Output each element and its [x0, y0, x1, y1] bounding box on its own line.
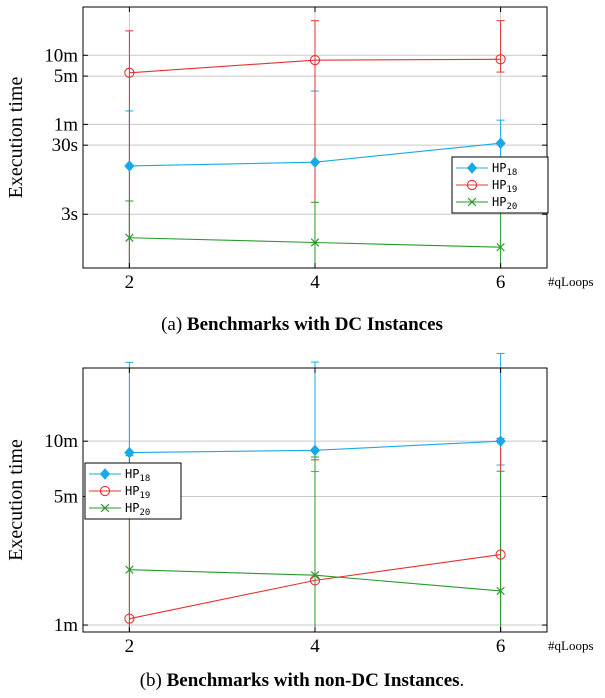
legend-marker-hp20 — [467, 197, 477, 207]
marker-hp19 — [124, 613, 135, 624]
legend-label-hp18: HP18 — [125, 467, 150, 484]
marker-hp19 — [495, 549, 506, 560]
y-tick-label: 30s — [52, 135, 78, 156]
marker-hp18 — [124, 446, 135, 459]
chart-b-error-bars — [125, 352, 505, 632]
marker-hp20 — [496, 242, 505, 252]
y-tick-label: 3s — [61, 204, 78, 225]
legend-label-hp18: HP18 — [492, 161, 517, 178]
legend-label-hp19: HP19 — [125, 484, 150, 501]
marker-hp20 — [310, 238, 320, 247]
x-tick-label: 4 — [310, 272, 320, 293]
caption-a: (a) Benchmarks with DC Instances — [161, 314, 443, 335]
chart-b-x-axis-label: #qLoops — [548, 638, 594, 653]
x-tick-label: 4 — [310, 636, 320, 657]
y-tick-label: 1m — [54, 114, 79, 135]
caption-b-title: Benchmarks with non-DC Instances — [167, 670, 460, 691]
marker-hp19 — [495, 54, 506, 65]
legend-marker-hp19 — [466, 179, 478, 191]
legend-label-hp19: HP19 — [492, 178, 517, 195]
legend-marker-hp20 — [100, 503, 110, 513]
legend-label-subscript: 20 — [139, 508, 150, 518]
series-line-hp19 — [129, 554, 501, 620]
marker-hp20 — [125, 233, 134, 242]
legend-label-hp20: HP20 — [492, 195, 517, 212]
legend-label-base: HP — [492, 195, 506, 209]
marker-hp20 — [125, 565, 134, 574]
x-tick-label: 6 — [496, 636, 506, 657]
chart-b-markers — [124, 435, 506, 624]
legend-marker-hp18 — [99, 468, 111, 480]
series-line-hp19 — [129, 58, 501, 74]
legend-label-subscript: 20 — [506, 202, 517, 212]
legend-marker-hp19 — [99, 485, 111, 497]
marker-hp18 — [309, 444, 321, 457]
legend-marker-hp18 — [466, 162, 478, 174]
legend-label-base: HP — [125, 467, 139, 481]
chart-a-y-axis-label: Execution time — [5, 77, 27, 199]
legend-label-base: HP — [492, 161, 506, 175]
caption-b-suffix: . — [460, 670, 465, 691]
chart-b-y-axis-label: Execution time — [5, 439, 27, 561]
marker-hp19 — [124, 67, 135, 78]
marker-hp20 — [496, 586, 505, 596]
marker-hp20 — [310, 570, 320, 580]
caption-b-prefix: (b) — [140, 670, 167, 691]
legend-label-base: HP — [492, 178, 506, 192]
chart-b-ticks: 2 4 6 10m 5m 1m — [44, 368, 547, 657]
legend-label-base: HP — [125, 484, 139, 498]
legend-label-subscript: 19 — [506, 185, 517, 195]
caption-a-prefix: (a) — [161, 314, 187, 335]
x-tick-label: 6 — [496, 272, 506, 293]
chart-a-markers — [124, 54, 506, 252]
y-tick-label: 5m — [54, 487, 79, 508]
x-tick-label: 2 — [125, 272, 135, 293]
marker-hp18 — [309, 156, 321, 168]
chart-a-error-bars — [125, 20, 505, 268]
chart-a-x-axis-label: #qLoops — [548, 274, 594, 289]
marker-hp18 — [495, 435, 506, 447]
marker-hp19 — [309, 55, 321, 66]
marker-hp18 — [124, 160, 135, 172]
legend-label-subscript: 19 — [139, 491, 150, 501]
caption-b: (b) Benchmarks with non-DC Instances. — [140, 670, 465, 691]
x-tick-label: 2 — [125, 636, 135, 657]
y-tick-label: 5m — [54, 66, 79, 87]
legend-label-hp20: HP20 — [125, 501, 150, 518]
legend-label-subscript: 18 — [139, 474, 150, 484]
marker-hp18 — [495, 137, 506, 149]
legend-label-subscript: 18 — [506, 168, 517, 178]
y-tick-label: 10m — [44, 45, 78, 66]
y-tick-label: 1m — [54, 615, 79, 636]
legend-label-base: HP — [125, 501, 139, 515]
caption-a-title: Benchmarks with DC Instances — [187, 314, 443, 335]
y-tick-label: 10m — [44, 431, 78, 452]
